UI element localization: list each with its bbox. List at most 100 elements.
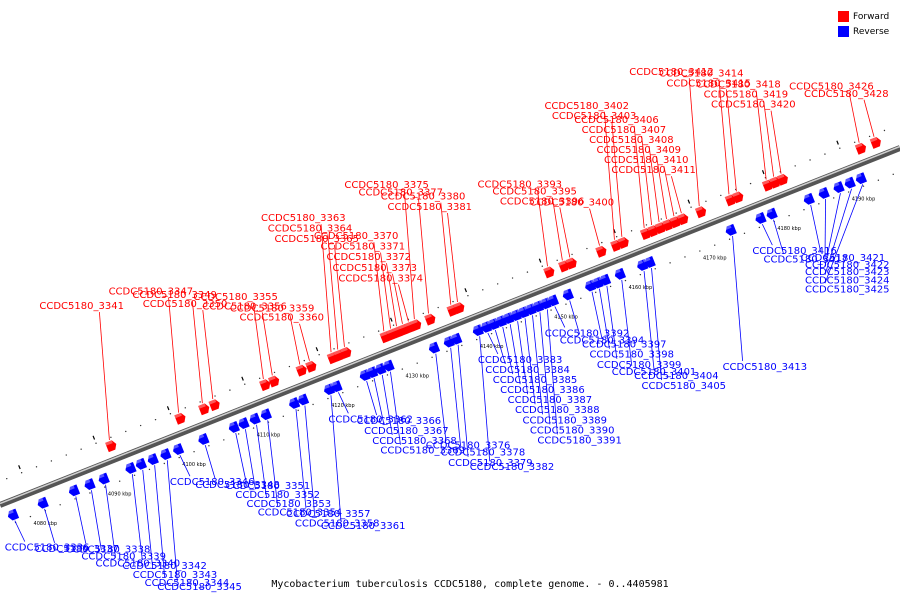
reverse-gene-label[interactable]: CCDC5180_3388 [515,405,600,416]
reverse-gene-label[interactable]: CCDC5180_3352 [235,490,320,501]
reverse-gene-label[interactable]: CCDC5180_3422 [805,260,890,271]
reverse-gene-label[interactable]: CCDC5180_3376 [426,441,511,452]
forward-gene-label[interactable]: CCDC5180_3410 [604,155,689,166]
forward-gene-label[interactable]: CCDC5180_3415 [666,78,751,89]
forward-gene-arrow[interactable] [259,378,272,392]
forward-gene-label[interactable]: CCDC5180_3395 [492,186,577,197]
forward-gene-label[interactable]: CCDC5180_3381 [388,202,473,213]
forward-gene-label[interactable]: CCDC5180_3371 [321,242,406,253]
forward-gene-arrow[interactable] [732,190,745,204]
reverse-gene-label[interactable]: CCDC5180_3353 [247,499,332,510]
reverse-gene-label[interactable]: CCDC5180_3391 [537,435,622,446]
forward-gene-arrow[interactable] [639,227,653,241]
reverse-gene-arrow[interactable] [598,273,612,287]
forward-gene-arrow[interactable] [105,439,118,453]
forward-gene-arrow[interactable] [869,136,883,149]
reverse-gene-label[interactable]: CCDC5180_3383 [478,355,563,366]
reverse-gene-label[interactable]: CCDC5180_3413 [723,362,808,373]
reverse-gene-label[interactable]: CCDC5180_3416 [752,246,837,257]
reverse-gene-arrow[interactable] [642,256,656,269]
reverse-gene-label[interactable]: CCDC5180_3379 [448,458,533,469]
reverse-gene-label[interactable]: CCDC5180_3368 [372,436,457,447]
reverse-gene-label[interactable]: CCDC5180_3336 [5,543,90,554]
forward-gene-arrow[interactable] [662,218,675,232]
forward-gene-arrow[interactable] [208,398,222,412]
forward-gene-label[interactable]: CCDC5180_3420 [711,100,796,111]
reverse-gene-label[interactable]: CCDC5180_3378 [441,448,526,459]
reverse-gene-label[interactable]: CCDC5180_3398 [589,350,674,361]
forward-gene-label[interactable]: CCDC5180_3409 [597,145,682,156]
forward-gene-label[interactable]: CCDC5180_3426 [789,82,874,93]
reverse-gene-label[interactable]: CCDC5180_3385 [493,375,578,386]
reverse-gene-label[interactable]: CCDC5180_3346 [170,477,255,488]
reverse-gene-label[interactable]: CCDC5180_3392 [545,328,630,339]
forward-gene-label[interactable]: CCDC5180_3428 [804,89,889,100]
forward-gene-arrow[interactable] [305,360,318,373]
reverse-gene-arrow[interactable] [6,508,20,522]
forward-gene-arrow[interactable] [769,176,782,189]
reverse-gene-label[interactable]: CCDC5180_3405 [642,381,727,392]
reverse-gene-label[interactable]: CCDC5180_3425 [805,284,890,295]
reverse-gene-arrow[interactable] [259,408,272,421]
forward-gene-label[interactable]: CCDC5180_3380 [381,192,466,203]
forward-gene-label[interactable]: CCDC5180_3360 [239,313,324,324]
forward-gene-label[interactable]: CCDC5180_3375 [344,180,429,191]
forward-gene-label[interactable]: CCDC5180_3403 [552,111,637,122]
forward-gene-arrow[interactable] [724,193,738,207]
forward-gene-arrow[interactable] [295,364,309,377]
reverse-gene-label[interactable]: CCDC5180_3397 [582,340,667,351]
forward-gene-arrow[interactable] [268,375,281,388]
forward-gene-label[interactable]: CCDC5180_3350 [143,299,228,310]
forward-gene-label[interactable]: CCDC5180_3365 [274,234,359,245]
reverse-gene-label[interactable]: CCDC5180_3394 [560,336,645,347]
forward-gene-label[interactable]: CCDC5180_3402 [544,101,629,112]
forward-gene-arrow[interactable] [453,301,466,315]
reverse-gene-arrow[interactable] [753,212,767,225]
reverse-gene-arrow[interactable] [82,478,96,491]
reverse-gene-label[interactable]: CCDC5180_3358 [295,519,380,530]
forward-gene-label[interactable]: CCDC5180_3400 [530,198,615,209]
reverse-gene-arrow[interactable] [35,496,49,510]
reverse-gene-arrow[interactable] [470,324,484,337]
reverse-gene-label[interactable]: CCDC5180_3401 [612,367,697,378]
reverse-gene-arrow[interactable] [449,332,463,346]
reverse-gene-arrow[interactable] [67,484,81,497]
reverse-gene-arrow[interactable] [247,412,261,426]
forward-gene-arrow[interactable] [610,239,623,252]
forward-gene-arrow[interactable] [558,259,571,273]
reverse-gene-arrow[interactable] [96,472,110,486]
reverse-gene-arrow[interactable] [134,457,148,471]
reverse-gene-arrow[interactable] [329,380,343,393]
reverse-gene-label[interactable]: CCDC5180_3390 [530,425,615,436]
reverse-gene-label[interactable]: CCDC5180_3354 [258,507,343,518]
forward-gene-label[interactable]: CCDC5180_3393 [478,179,563,190]
reverse-gene-arrow[interactable] [381,359,395,373]
reverse-gene-label[interactable]: CCDC5180_3384 [485,365,570,376]
reverse-gene-label[interactable]: CCDC5180_3423 [805,267,890,278]
reverse-gene-arrow[interactable] [158,448,172,461]
forward-gene-label[interactable]: CCDC5180_3374 [338,273,423,284]
forward-gene-label[interactable]: CCDC5180_3377 [358,188,443,199]
forward-gene-label[interactable]: CCDC5180_3412 [629,67,714,78]
forward-gene-arrow[interactable] [617,236,631,249]
reverse-gene-arrow[interactable] [816,186,830,200]
forward-gene-label[interactable]: CCDC5180_3408 [589,135,674,146]
reverse-gene-label[interactable]: CCDC5180_3386 [500,385,585,396]
forward-gene-arrow[interactable] [669,215,683,229]
forward-gene-label[interactable]: CCDC5180_3347 [109,287,194,298]
reverse-gene-arrow[interactable] [145,453,159,466]
reverse-gene-label[interactable]: CCDC5180_3345 [157,582,242,593]
reverse-gene-label[interactable]: CCDC5180_3343 [133,570,218,581]
reverse-gene-arrow[interactable] [373,362,387,376]
reverse-gene-label[interactable]: CCDC5180_3362 [328,414,413,425]
forward-gene-arrow[interactable] [654,221,668,235]
forward-gene-arrow[interactable] [677,212,690,226]
forward-gene-arrow[interactable] [854,142,868,155]
reverse-gene-arrow[interactable] [723,223,737,237]
reverse-gene-label[interactable]: CCDC5180_3367 [364,426,449,437]
reverse-gene-label[interactable]: CCDC5180_3404 [634,371,719,382]
forward-gene-label[interactable]: CCDC5180_3363 [261,213,346,224]
forward-gene-arrow[interactable] [340,346,353,359]
reverse-gene-label[interactable]: CCDC5180_3361 [321,521,406,532]
forward-gene-label[interactable]: CCDC5180_3418 [696,80,781,91]
